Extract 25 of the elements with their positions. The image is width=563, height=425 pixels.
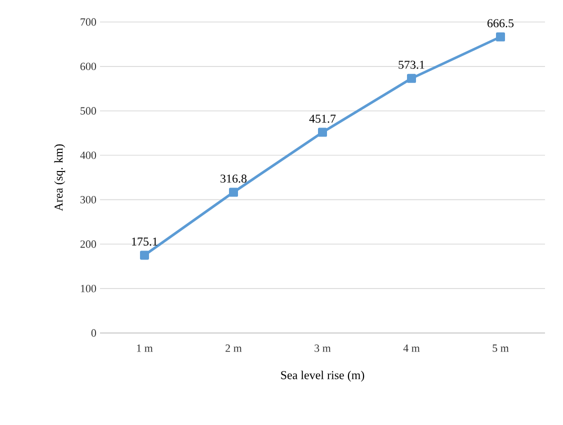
point <box>318 128 327 137</box>
y-tick-label: 200 <box>80 240 96 248</box>
y-tick-label: 500 <box>80 107 96 115</box>
point <box>496 32 505 42</box>
x-tick-label: 1 m <box>137 344 153 352</box>
x-tick-label: 3 m <box>314 344 331 352</box>
point <box>406 74 416 83</box>
x-tick-label: 4 m <box>403 344 420 352</box>
data-label: 666.5 <box>488 19 514 28</box>
data-label: 573.1 <box>398 60 424 69</box>
y-tick-label: 0 <box>91 329 96 337</box>
x-axis-title: Sea level rise (m) <box>281 370 364 382</box>
data-label: 316.8 <box>220 174 247 183</box>
x-tick-label: 2 m <box>226 344 242 352</box>
y-tick-label: 100 <box>80 284 96 292</box>
y-tick-label: 400 <box>80 152 96 159</box>
point <box>229 188 238 197</box>
data-label: 451.7 <box>309 114 336 123</box>
y-tick-label: 300 <box>80 196 96 204</box>
y-axis-title: Area (sq. km) <box>54 144 66 212</box>
y-tick-label: 700 <box>80 18 96 26</box>
y-tick-label: 600 <box>80 62 96 70</box>
data-label: 175.1 <box>132 238 158 246</box>
x-tick-label: 5 m <box>492 344 509 352</box>
point <box>140 250 150 260</box>
